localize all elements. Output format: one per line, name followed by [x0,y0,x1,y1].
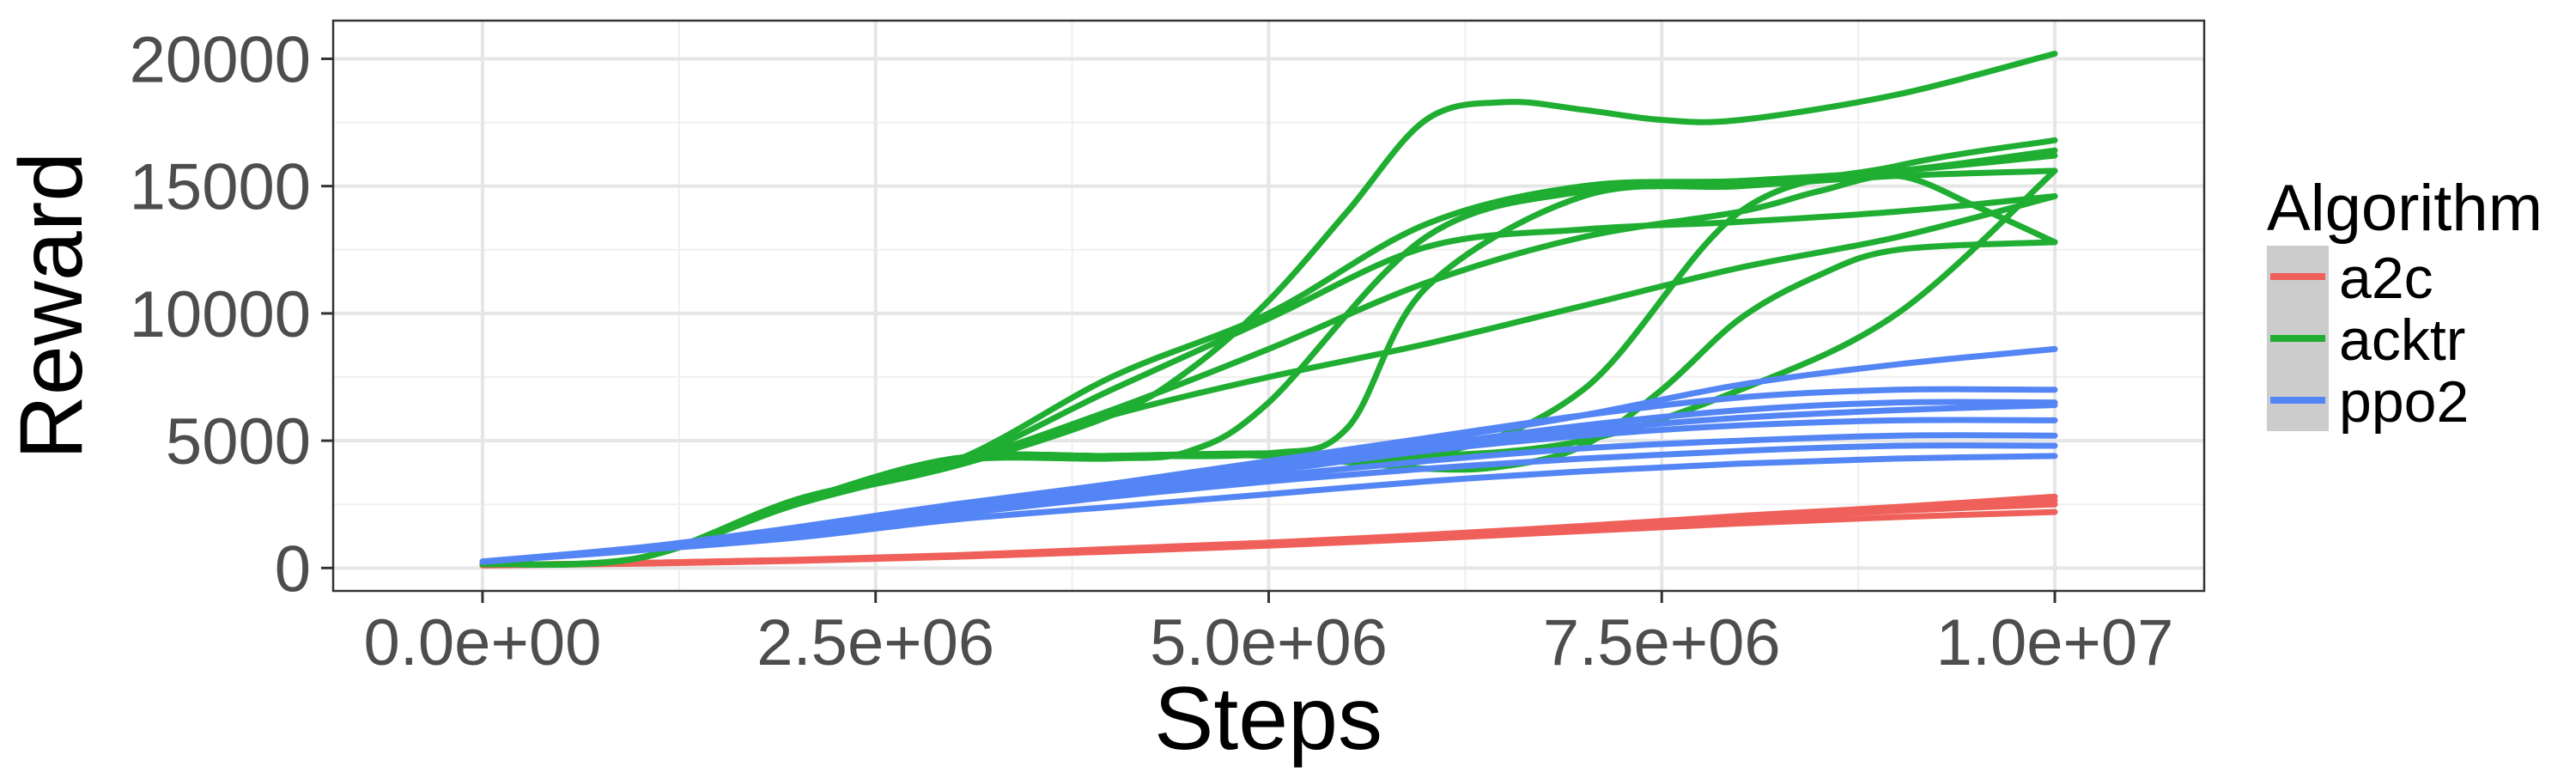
series-line-ppo2 [479,453,2058,565]
x-axis: 0.0e+00 2.5e+06 5.0e+06 7.5e+06 1.0e+07 [364,591,2174,679]
x-tick-label: 1.0e+07 [1936,606,2174,679]
x-axis-title: Steps [1154,669,1382,769]
y-tick-label: 5000 [166,405,311,478]
x-tick-label: 0.0e+00 [364,606,602,679]
series-line-a2c [479,497,2058,569]
legend-label-a2c: a2c [2339,246,2433,311]
series-line-acktr [479,172,2058,568]
y-tick-label: 0 [275,533,311,606]
y-tick-label: 20000 [130,23,311,96]
x-tick-label: 7.5e+06 [1543,606,1781,679]
y-tick-label: 10000 [130,278,311,351]
y-axis: 0 5000 10000 15000 20000 [130,23,333,606]
x-tick-label: 5.0e+06 [1150,606,1388,679]
y-tick-label: 15000 [130,151,311,224]
legend-title: Algorithm [2267,172,2543,245]
legend-label-acktr: acktr [2339,307,2465,373]
x-tick-label: 2.5e+06 [756,606,994,679]
y-axis-title: Reward [2,152,101,460]
series-line-ppo2 [479,402,2058,565]
legend-label-ppo2: ppo2 [2339,369,2469,435]
series-layer [479,51,2058,569]
